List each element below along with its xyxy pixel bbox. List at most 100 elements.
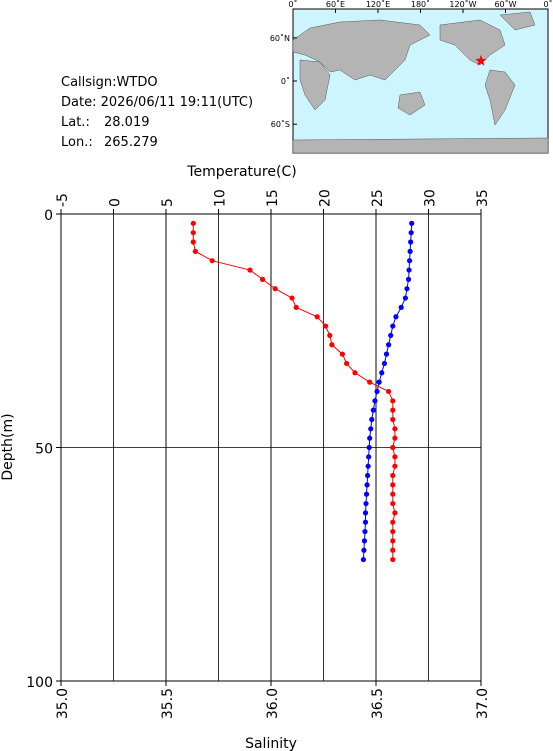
profile-point	[381, 360, 387, 367]
map-lat-label: 60˚S	[271, 119, 290, 129]
profile-point	[372, 398, 378, 404]
profile-point	[366, 454, 372, 460]
top-tick-label: 15	[265, 189, 281, 207]
profile-point	[190, 220, 196, 226]
map-lat-label: 0˚	[281, 76, 290, 86]
info-label: Lon.:	[61, 135, 93, 150]
bottom-tick-label: 37.0	[475, 688, 491, 719]
map-lon-label: 0˚	[288, 0, 297, 9]
profile-point	[272, 286, 278, 292]
profile-point	[365, 472, 371, 479]
world-map	[292, 8, 549, 154]
top-tick-label: 30	[423, 189, 439, 207]
profile-point	[383, 351, 390, 357]
profile-line	[192, 223, 396, 560]
profile-point	[344, 360, 350, 367]
bottom-tick-label: 35.5	[160, 688, 176, 719]
profile-point	[289, 295, 295, 301]
profile-point	[390, 398, 396, 404]
info-label: Callsign:WTDO	[61, 75, 158, 90]
profile-point	[368, 426, 374, 432]
y-tick-label: 100	[26, 675, 53, 691]
y-tick-label: 0	[44, 208, 53, 224]
info-label: Date: 2026/06/11 19:11(UTC)	[61, 95, 253, 110]
profile-point	[209, 258, 215, 264]
profile-point	[393, 314, 399, 320]
profile-point	[367, 379, 373, 385]
profile-point	[190, 230, 196, 236]
profile-point	[362, 519, 369, 525]
bottom-tick-label: 35.0	[55, 688, 71, 719]
info-value: 28.019	[104, 115, 150, 130]
station-marker	[475, 54, 487, 66]
profile-point	[329, 342, 335, 348]
profile-point	[361, 547, 367, 553]
top-tick-label: 20	[318, 189, 334, 207]
profile-point	[408, 230, 414, 236]
profile-point	[405, 276, 412, 282]
profile-point	[390, 472, 396, 479]
bottom-axis-label: Salinity	[245, 736, 297, 751]
profile-point	[392, 510, 398, 516]
bottom-tick-label: 36.0	[265, 688, 281, 719]
bottom-tick-label: 36.5	[370, 688, 386, 719]
map-lon-label: 60˚W	[494, 0, 516, 9]
top-tick-label: 10	[213, 189, 229, 207]
profile-point	[390, 528, 396, 535]
profile-point	[370, 407, 376, 413]
profile-point	[407, 248, 413, 254]
profile-point	[390, 519, 396, 525]
profile-point	[390, 323, 396, 329]
top-tick-label: 35	[475, 189, 491, 207]
profile-point	[390, 482, 396, 488]
profile-point	[192, 248, 198, 254]
profile-point	[406, 267, 412, 273]
profile-point	[366, 444, 372, 451]
profile-point	[362, 528, 368, 535]
profile-point	[404, 286, 410, 292]
y-axis-label: Depth(m)	[0, 413, 16, 480]
map-lon-label: 0˚	[543, 0, 552, 9]
top-tick-label: 0	[108, 198, 124, 207]
profile-point	[363, 491, 370, 497]
profile-point	[392, 426, 398, 432]
profile-point	[390, 407, 396, 413]
profile-point	[376, 379, 382, 385]
top-tick-label: 5	[160, 198, 176, 207]
profile-point	[390, 538, 396, 544]
profile-point	[392, 435, 398, 441]
profile-point	[247, 267, 253, 273]
info-value: 265.279	[104, 135, 158, 150]
profile-point	[390, 491, 396, 497]
top-tick-label: 25	[370, 189, 386, 207]
profile-point	[386, 388, 392, 395]
profile-point	[363, 500, 369, 507]
profile-point	[362, 510, 369, 516]
info-label: Lat.:	[61, 115, 90, 130]
profile-point	[388, 332, 394, 339]
top-tick-label: -5	[55, 193, 71, 207]
profile-point	[260, 276, 266, 282]
profile-point	[392, 463, 398, 469]
profile-point	[367, 435, 373, 441]
profile-point	[327, 332, 333, 339]
land	[292, 11, 549, 154]
profile-point	[339, 351, 345, 357]
profile-point	[392, 454, 398, 460]
profile-point	[190, 239, 196, 245]
profile-point	[323, 323, 329, 329]
profile-point	[360, 556, 366, 563]
profile-point	[390, 547, 396, 553]
map-lon-label: 60˚E	[326, 0, 345, 9]
profile-point	[364, 482, 370, 488]
profile-point	[407, 258, 413, 264]
profile-point	[361, 538, 368, 544]
station-info: Callsign:WTDO Date: 2026/06/11 19:11(UTC)…	[61, 75, 253, 150]
profile-point	[390, 500, 396, 507]
map-lon-label: 120˚E	[366, 0, 390, 9]
profile-point	[390, 416, 396, 423]
profile-point	[314, 314, 320, 320]
map-lon-label: 180˚	[411, 0, 430, 9]
top-axis-label: Temperature(C)	[186, 164, 296, 180]
